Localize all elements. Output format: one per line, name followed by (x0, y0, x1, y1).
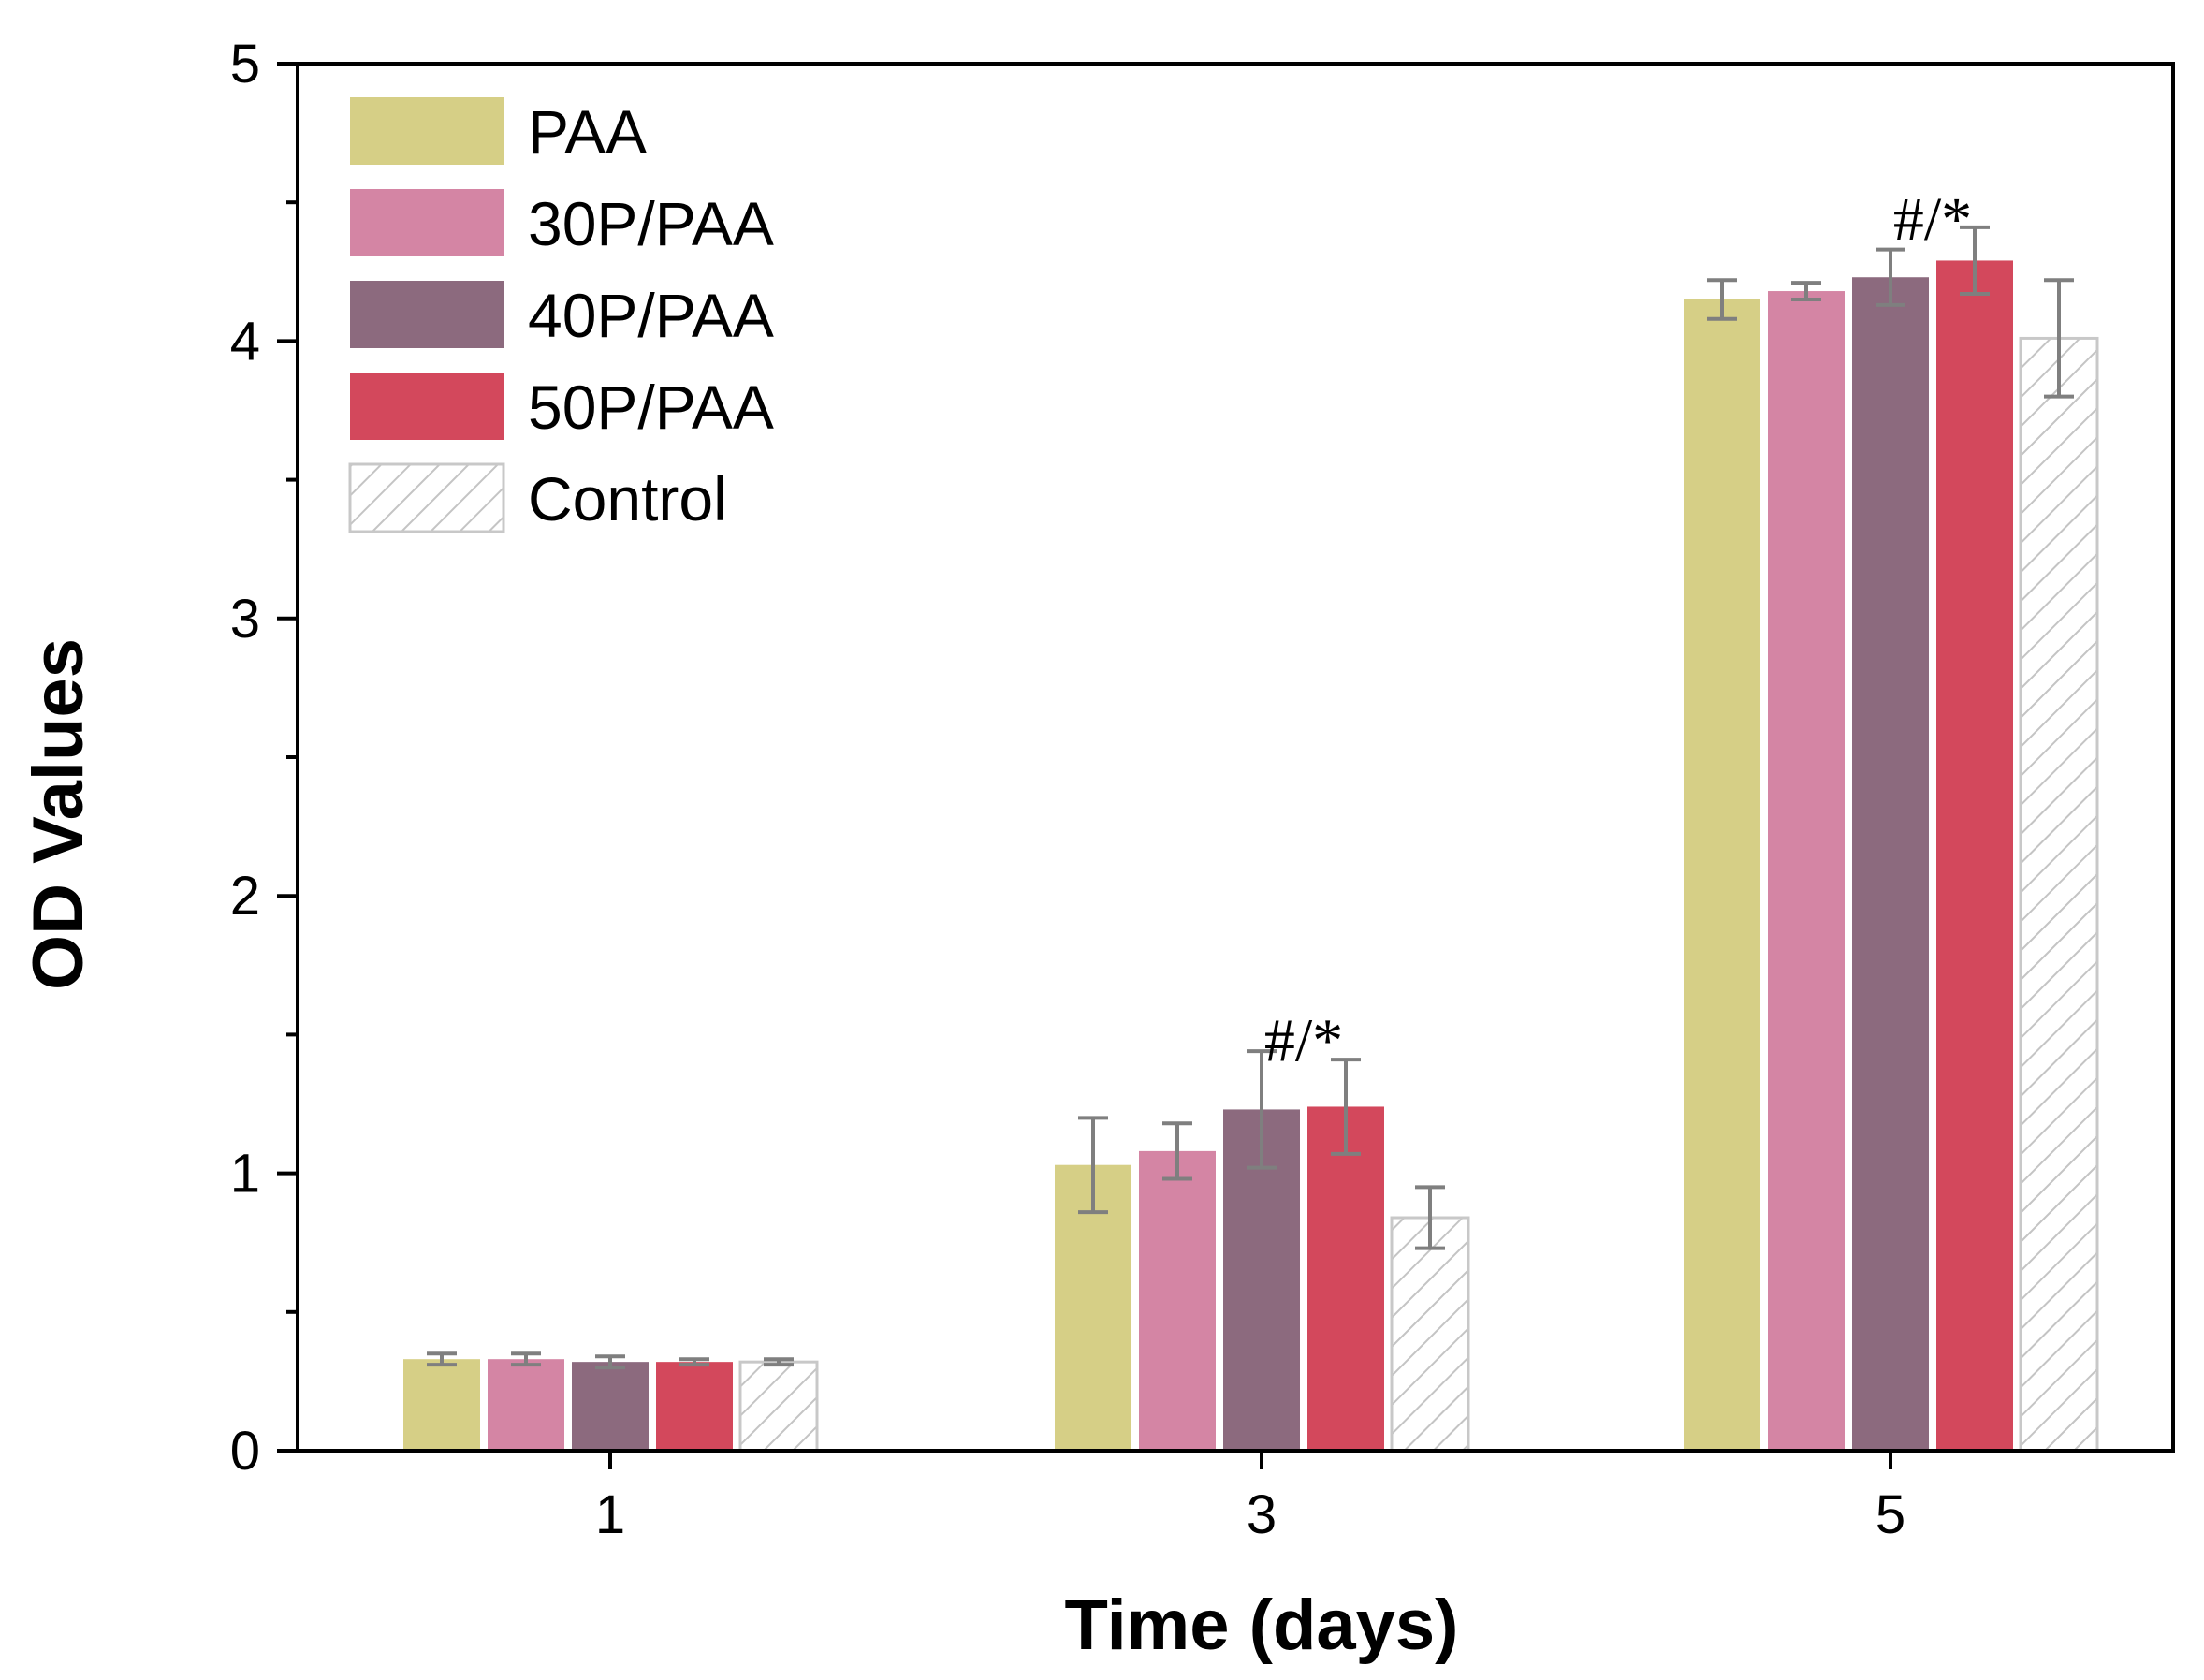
legend-label-30p-paa: 30P/PAA (528, 189, 774, 258)
legend-label-50p-paa: 50P/PAA (528, 373, 774, 442)
y-axis-title: OD Values (19, 638, 98, 990)
bar-50p-paa-day-5 (1936, 260, 2013, 1452)
y-tick-label: 1 (230, 1144, 260, 1205)
bar-30p-paa-day-3 (1139, 1150, 1216, 1451)
legend-label-control: Control (528, 464, 727, 533)
bar-40p-paa-day-1 (572, 1362, 649, 1451)
x-tick-label: 3 (1247, 1484, 1277, 1545)
bar-control-day-1 (738, 1360, 819, 1453)
legend-swatch-30p-paa (350, 189, 504, 256)
y-tick-label: 2 (230, 866, 260, 927)
legend: PAA 30P/PAA 40P/PAA 50P/PAA Control (348, 97, 774, 533)
significance-annotation: #/* (1264, 1006, 1343, 1074)
legend-label-paa: PAA (528, 97, 647, 167)
bar-control-day-3 (1390, 1216, 1470, 1453)
bar-30p-paa-day-5 (1768, 291, 1845, 1452)
y-tick-label: 5 (230, 34, 260, 95)
legend-swatch-paa (350, 97, 504, 165)
bar-paa-day-1 (403, 1359, 480, 1451)
plot-area: 0 1 2 3 4 5 1 3 5 #/* #/* (230, 34, 2175, 1545)
bar-paa-day-5 (1684, 299, 1760, 1452)
y-tick-label: 3 (230, 589, 260, 650)
x-axis-title: Time (days) (1065, 1585, 1459, 1665)
legend-swatch-control (348, 462, 505, 533)
bar-40p-paa-day-5 (1852, 277, 1929, 1451)
bar-control-day-5 (2019, 336, 2099, 1453)
legend-swatch-40p-paa (350, 281, 504, 348)
bar-50p-paa-day-1 (656, 1362, 733, 1451)
legend-swatch-50p-paa (350, 373, 504, 440)
legend-label-40p-paa: 40P/PAA (528, 281, 774, 350)
y-tick-label: 0 (230, 1421, 260, 1482)
x-tick-label: 1 (595, 1484, 625, 1545)
x-tick-label: 5 (1876, 1484, 1905, 1545)
bar-50p-paa-day-3 (1307, 1106, 1384, 1451)
significance-annotation: #/* (1893, 185, 1972, 254)
bar-30p-paa-day-1 (488, 1359, 564, 1451)
y-tick-label: 4 (230, 311, 260, 372)
